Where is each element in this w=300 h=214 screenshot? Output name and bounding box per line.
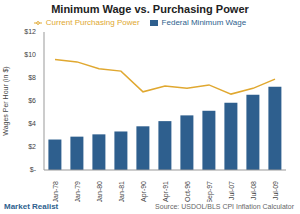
svg-text:Jan-79: Jan-79 [74,181,81,202]
svg-text:$10: $10 [24,51,36,58]
svg-text:Jul-08: Jul-08 [250,181,257,200]
html-text:Market Realist: Market Realist [4,202,59,211]
svg-text:Jan-81: Jan-81 [118,181,125,202]
html-text:Federal Minimum Wage: Federal Minimum Wage [161,18,247,27]
svg-text:$8: $8 [28,74,36,81]
html-text:Source: USDOL/BLS CPI Inflatio: Source: USDOL/BLS CPI Inflation Calculat… [155,203,294,210]
svg-text:$-: $- [30,166,37,173]
svg-text:$12: $12 [24,28,36,35]
html-text:Minimum Wage vs. Purchasing Po: Minimum Wage vs. Purchasing Power [51,3,249,15]
svg-text:Apr-90: Apr-90 [140,181,148,202]
svg-text:Jan-80: Jan-80 [96,181,103,202]
svg-text:Sep-97: Sep-97 [206,181,214,202]
svg-text:Jul-09: Jul-09 [272,181,279,200]
svg-text:Oct-96: Oct-96 [184,181,191,202]
svg-text:$4: $4 [28,120,36,127]
svg-text:Jul-07: Jul-07 [228,181,235,200]
svg-text:$6: $6 [28,97,36,104]
svg-text:Wages Per Hour (in $): Wages Per Hour (in $) [8,66,10,135]
svg-text:Jan-78: Jan-78 [52,181,59,202]
svg-text:Apr-91: Apr-91 [162,181,170,202]
svg-text:$2: $2 [28,143,36,150]
html-text:Current Purchasing Power: Current Purchasing Power [45,18,140,27]
